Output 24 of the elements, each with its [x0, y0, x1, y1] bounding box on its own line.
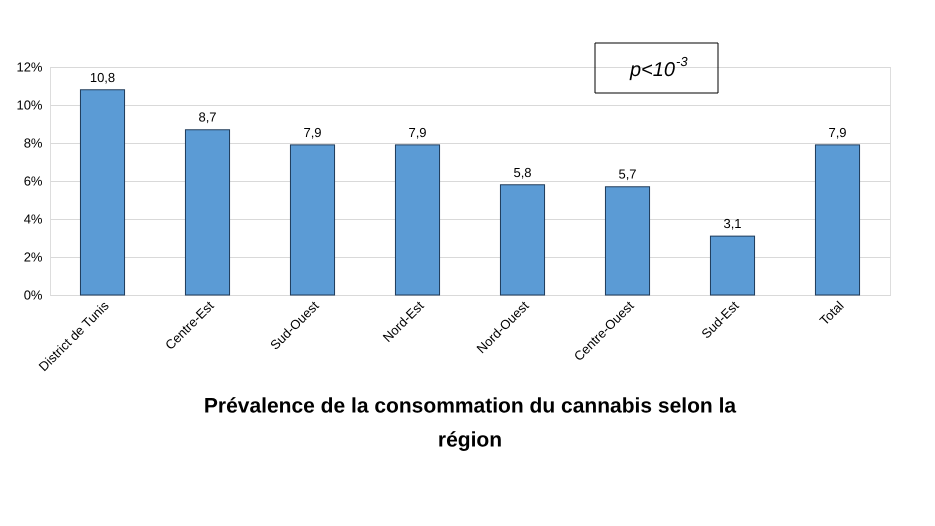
bar — [710, 236, 756, 296]
bar — [604, 186, 650, 296]
y-tick-label: 0% — [24, 288, 43, 302]
y-tick-label: 10% — [16, 98, 43, 112]
y-tick-label: 8% — [24, 136, 43, 150]
bar — [814, 144, 860, 296]
data-label: 7,9 — [408, 124, 427, 140]
bar — [394, 144, 440, 296]
data-label: 5,7 — [618, 166, 637, 182]
y-tick-label: 12% — [16, 60, 43, 74]
y-tick-label: 6% — [24, 174, 43, 188]
bar — [500, 184, 546, 296]
data-label: 7,9 — [828, 124, 847, 140]
bar — [184, 129, 230, 296]
bar — [80, 89, 126, 296]
y-tick-label: 4% — [24, 212, 43, 226]
data-label: 3,1 — [723, 216, 742, 232]
data-label: 7,9 — [303, 124, 322, 140]
data-label: 8,7 — [198, 110, 217, 125]
data-label: 10,8 — [90, 70, 116, 85]
data-label: 5,8 — [513, 164, 532, 180]
bar — [290, 144, 336, 296]
y-tick-label: 2% — [24, 250, 43, 264]
text: Prévalence de la consommation du cannabis selon la région — [204, 394, 736, 452]
